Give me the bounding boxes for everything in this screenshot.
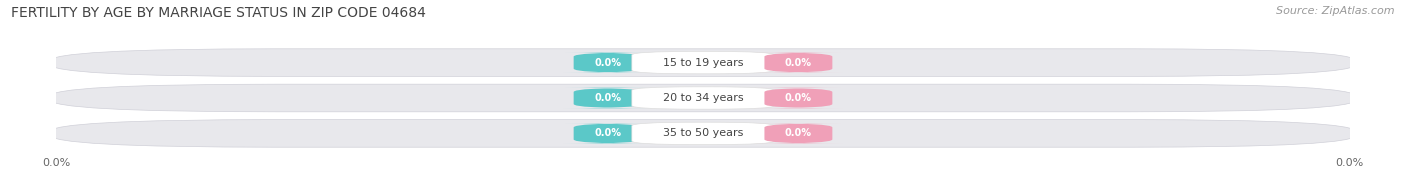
- FancyBboxPatch shape: [564, 88, 651, 108]
- Text: FERTILITY BY AGE BY MARRIAGE STATUS IN ZIP CODE 04684: FERTILITY BY AGE BY MARRIAGE STATUS IN Z…: [11, 6, 426, 20]
- FancyBboxPatch shape: [631, 122, 775, 145]
- FancyBboxPatch shape: [755, 88, 842, 108]
- Text: 20 to 34 years: 20 to 34 years: [662, 93, 744, 103]
- FancyBboxPatch shape: [564, 123, 651, 144]
- Text: 15 to 19 years: 15 to 19 years: [662, 58, 744, 68]
- FancyBboxPatch shape: [49, 49, 1357, 76]
- Text: Source: ZipAtlas.com: Source: ZipAtlas.com: [1277, 6, 1395, 16]
- FancyBboxPatch shape: [49, 84, 1357, 112]
- FancyBboxPatch shape: [631, 51, 775, 74]
- FancyBboxPatch shape: [49, 120, 1357, 147]
- Text: 0.0%: 0.0%: [595, 93, 621, 103]
- Text: 0.0%: 0.0%: [595, 58, 621, 68]
- Text: 0.0%: 0.0%: [785, 58, 811, 68]
- Text: 35 to 50 years: 35 to 50 years: [662, 128, 744, 138]
- FancyBboxPatch shape: [631, 87, 775, 109]
- Text: 0.0%: 0.0%: [785, 93, 811, 103]
- FancyBboxPatch shape: [755, 123, 842, 144]
- FancyBboxPatch shape: [755, 52, 842, 73]
- FancyBboxPatch shape: [564, 52, 651, 73]
- Text: 0.0%: 0.0%: [595, 128, 621, 138]
- Text: 0.0%: 0.0%: [785, 128, 811, 138]
